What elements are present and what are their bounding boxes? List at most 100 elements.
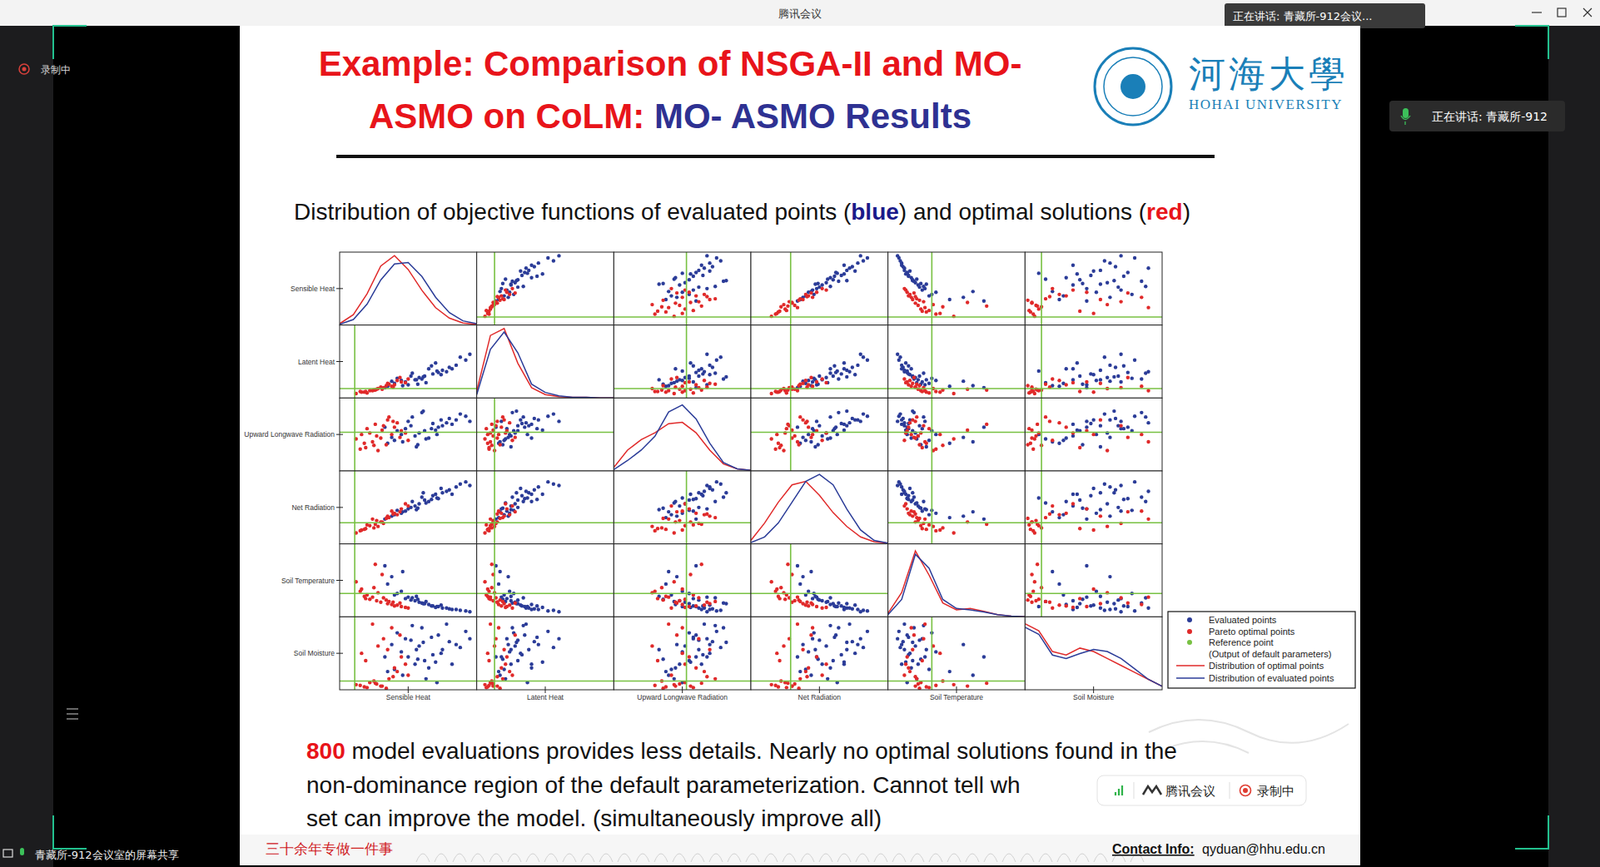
- point: [836, 626, 840, 630]
- panel-marks: [750, 325, 889, 399]
- point: [1037, 496, 1041, 500]
- recording-icon: [19, 64, 30, 75]
- point: [1113, 264, 1118, 269]
- point: [541, 272, 545, 276]
- point: [1071, 492, 1075, 497]
- point: [696, 374, 701, 378]
- restore-button[interactable]: [1557, 8, 1566, 17]
- point: [923, 440, 927, 444]
- point: [1084, 506, 1089, 511]
- panel-bg: [613, 544, 751, 618]
- contact-email: qyduan@hhu.edu.cn: [1202, 842, 1326, 857]
- logo-chinese: 河海大學: [1188, 52, 1349, 95]
- point: [484, 427, 488, 431]
- point: [1126, 425, 1130, 429]
- point: [809, 440, 813, 444]
- minimize-button[interactable]: [1531, 11, 1542, 13]
- point: [824, 288, 828, 292]
- point: [1064, 604, 1069, 608]
- panel-frame: [477, 252, 615, 326]
- point: [713, 500, 717, 504]
- point: [1043, 297, 1048, 301]
- point: [920, 446, 925, 450]
- point: [1035, 422, 1039, 427]
- point: [1027, 523, 1031, 527]
- point: [927, 523, 931, 527]
- point: [800, 642, 805, 646]
- point: [429, 364, 433, 368]
- point: [1057, 421, 1061, 425]
- point: [924, 445, 929, 449]
- point: [713, 516, 717, 520]
- point: [971, 289, 975, 294]
- point: [365, 427, 369, 431]
- panel-marks: [750, 252, 889, 326]
- point: [865, 256, 870, 260]
- reference-line: [931, 325, 934, 399]
- reference-line: [750, 316, 889, 319]
- point: [373, 422, 378, 427]
- point: [391, 675, 395, 679]
- point: [914, 277, 919, 281]
- point: [358, 447, 363, 452]
- point: [719, 258, 723, 263]
- point: [705, 512, 709, 517]
- point: [785, 422, 790, 427]
- point: [680, 369, 684, 373]
- point: [484, 523, 488, 527]
- footer-decoration: [819, 854, 833, 863]
- reference-line: [1024, 387, 1163, 390]
- panel-frame: [888, 252, 1026, 326]
- point: [399, 655, 403, 659]
- panel-frame: [888, 544, 1026, 618]
- point: [813, 595, 817, 599]
- point: [518, 651, 522, 656]
- share-corner: [53, 815, 87, 850]
- panel-marks: [477, 544, 615, 618]
- point: [1118, 288, 1123, 292]
- point: [680, 384, 684, 388]
- point: [696, 636, 701, 641]
- point: [855, 642, 860, 646]
- point: [503, 288, 507, 292]
- panel-marks: [613, 544, 751, 618]
- footer-decoration: [910, 854, 925, 863]
- list-icon[interactable]: [66, 709, 79, 720]
- point: [655, 389, 660, 393]
- point: [551, 645, 556, 650]
- point: [395, 378, 399, 383]
- note-number: 800: [306, 738, 346, 765]
- point: [1025, 598, 1029, 602]
- note-text: model evaluations provides less details.…: [345, 738, 1178, 765]
- point: [853, 269, 857, 274]
- point: [861, 258, 865, 263]
- point: [1122, 427, 1126, 431]
- panel-bg: [750, 616, 889, 691]
- panel-marks: [888, 471, 1026, 545]
- point: [680, 587, 684, 592]
- point: [1043, 516, 1048, 520]
- point: [694, 604, 698, 608]
- point: [923, 305, 927, 309]
- point: [675, 379, 679, 383]
- point: [914, 415, 919, 419]
- close-button[interactable]: [1583, 8, 1592, 17]
- panel-marks: [888, 551, 1026, 617]
- panel-bg: [613, 325, 751, 399]
- point: [380, 572, 384, 577]
- point: [384, 383, 388, 388]
- point: [1075, 606, 1079, 610]
- panel-frame: [750, 325, 889, 399]
- point: [516, 598, 520, 602]
- point: [702, 370, 706, 374]
- point: [385, 670, 389, 674]
- panel-frame: [750, 252, 889, 326]
- point: [516, 506, 520, 510]
- point: [427, 666, 431, 671]
- point: [454, 363, 458, 368]
- point: [719, 482, 723, 487]
- point: [410, 624, 414, 628]
- panel-bg: [339, 544, 478, 618]
- point: [1064, 367, 1069, 371]
- point: [424, 677, 428, 681]
